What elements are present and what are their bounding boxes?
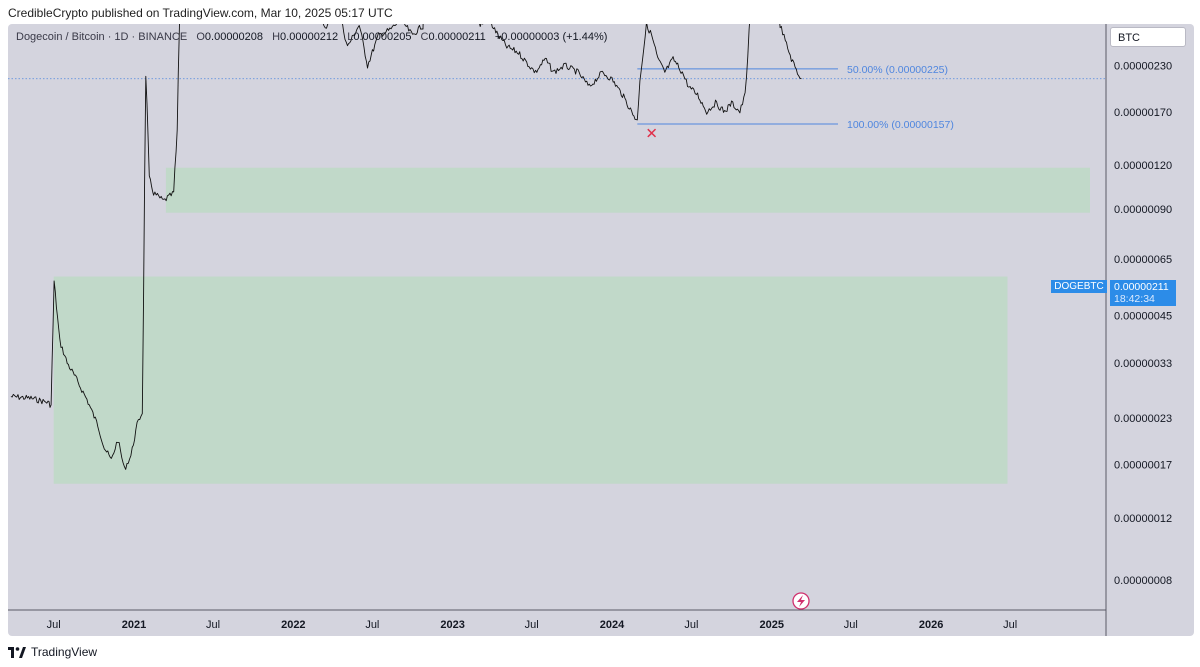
cross-mark-icon: ✕ <box>645 124 658 142</box>
close-value: 0.00000211 <box>428 31 486 43</box>
last-price-tag: 0.00000211 18:42:34 <box>1110 280 1176 306</box>
y-tick-label: 0.00000008 <box>1114 575 1172 587</box>
y-tick-label: 0.00000090 <box>1114 204 1172 216</box>
tradingview-logo-icon <box>8 646 26 658</box>
x-tick-label: Jul <box>47 619 61 631</box>
x-tick-label: 2023 <box>440 619 464 631</box>
fib-label-2: 100.00% (0.00000157) <box>847 119 954 131</box>
y-tick-label: 0.00000120 <box>1114 160 1172 172</box>
symbol-title[interactable]: Dogecoin / Bitcoin · 1D · BINANCE <box>16 31 188 43</box>
high-value: 0.00000212 <box>280 31 339 43</box>
x-tick-label: 2024 <box>600 619 625 631</box>
support-zone-2[interactable] <box>53 276 1008 484</box>
symbol-price-tag: DOGEBTC <box>1051 280 1107 293</box>
change-value: +0.00000003 (+1.44%) <box>494 31 608 43</box>
x-tick-label: Jul <box>525 619 539 631</box>
y-tick-label: 0.00000045 <box>1114 310 1172 322</box>
support-zone-1[interactable] <box>165 167 1090 213</box>
low-label: L <box>347 31 354 43</box>
y-tick-label: 0.00000230 <box>1114 61 1172 73</box>
tradingview-logo[interactable]: TradingView <box>8 645 97 659</box>
x-tick-label: Jul <box>365 619 379 631</box>
close-label: C <box>420 31 429 43</box>
currency-selector[interactable]: BTC <box>1110 27 1186 47</box>
x-tick-label: Jul <box>684 619 698 631</box>
chart-legend: Dogecoin / Bitcoin · 1D · BINANCE O0.000… <box>16 31 607 43</box>
x-tick-label: Jul <box>844 619 858 631</box>
price-chart[interactable]: 0.00% (0.00000323)50.00% (0.00000225)100… <box>8 24 1194 636</box>
x-tick-label: Jul <box>1003 619 1017 631</box>
y-tick-label: 0.00000065 <box>1114 254 1172 266</box>
open-value: 0.00000208 <box>204 31 264 43</box>
x-tick-label: 2022 <box>281 619 305 631</box>
publish-info: CredibleCrypto published on TradingView.… <box>8 6 393 20</box>
y-tick-label: 0.00000023 <box>1114 413 1172 425</box>
x-tick-label: 2025 <box>760 619 784 631</box>
x-tick-label: 2021 <box>122 619 146 631</box>
fib-label-1: 50.00% (0.00000225) <box>847 64 948 76</box>
events-lightning-icon[interactable] <box>792 592 810 610</box>
y-tick-label: 0.00000170 <box>1114 107 1172 119</box>
y-tick-label: 0.00000017 <box>1114 460 1172 472</box>
low-value: 0.00000205 <box>353 31 412 43</box>
y-tick-label: 0.00000012 <box>1114 513 1172 525</box>
x-tick-label: Jul <box>206 619 220 631</box>
x-tick-label: 2026 <box>919 619 943 631</box>
bar-countdown: 18:42:34 <box>1114 293 1155 305</box>
high-label: H <box>272 31 281 43</box>
y-tick-label: 0.00000033 <box>1114 358 1172 370</box>
tradingview-brand: TradingView <box>31 645 98 659</box>
last-price: 0.00000211 <box>1114 281 1169 293</box>
chart-frame: 0.00% (0.00000323)50.00% (0.00000225)100… <box>8 24 1194 636</box>
open-label: O <box>196 31 205 43</box>
price-series-line[interactable] <box>10 24 802 470</box>
